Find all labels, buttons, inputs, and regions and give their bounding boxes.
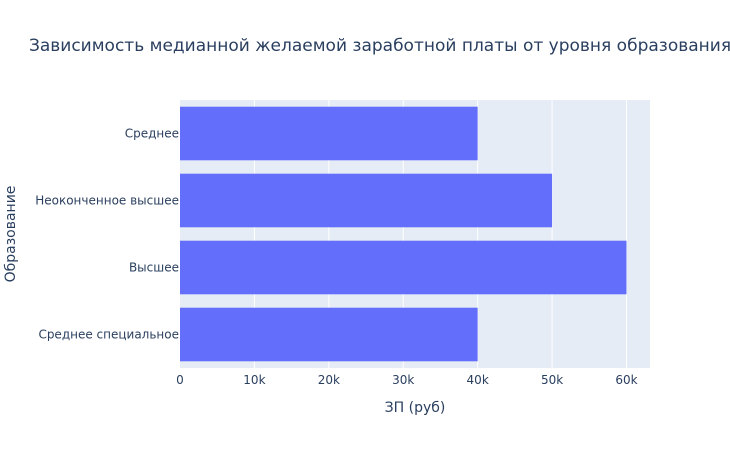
bar[interactable] — [180, 307, 478, 362]
x-tick-label: 60k — [615, 373, 637, 387]
bar[interactable] — [180, 173, 553, 228]
bars — [180, 106, 627, 362]
x-tick-label: 0 — [176, 373, 184, 387]
x-tick-label: 30k — [392, 373, 414, 387]
x-tick-label: 50k — [541, 373, 563, 387]
y-tick-label: Среднее — [125, 127, 179, 141]
x-tick-label: 40k — [467, 373, 489, 387]
x-tick-labels: 0 10k 20k 30k 40k 50k 60k — [176, 373, 637, 387]
chart-title: Зависимость медианной желаемой заработно… — [29, 36, 730, 56]
y-tick-label: Среднее специальное — [38, 328, 179, 342]
y-tick-label: Высшее — [129, 261, 179, 275]
x-tick-label: 10k — [243, 373, 265, 387]
bar[interactable] — [180, 106, 478, 161]
y-axis-title: Образование — [3, 186, 19, 283]
bar[interactable] — [180, 240, 627, 295]
x-tick-label: 20k — [318, 373, 340, 387]
x-axis-title: ЗП (руб) — [385, 400, 446, 416]
y-tick-labels: Среднее Неоконченное высшее Высшее Среднее … — [35, 127, 179, 342]
y-tick-label: Неоконченное высшее — [35, 194, 179, 208]
